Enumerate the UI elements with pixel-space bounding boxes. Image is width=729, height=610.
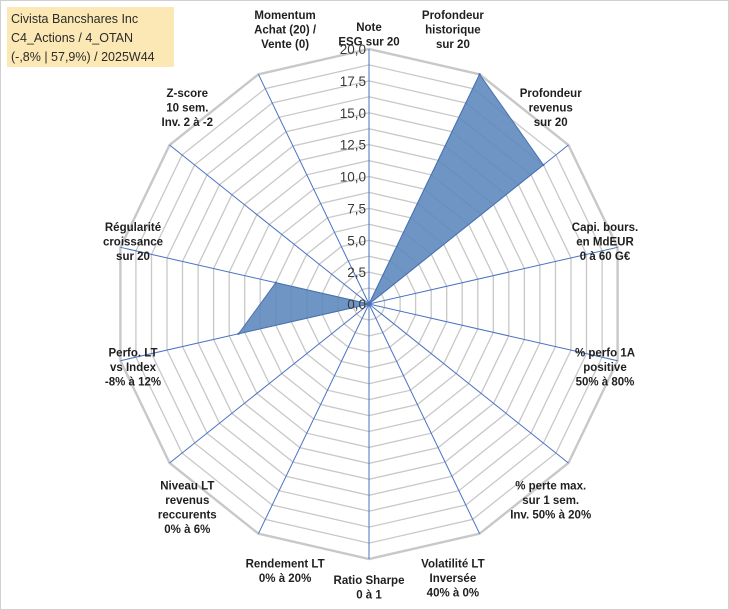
tick-label: 20,0 (340, 42, 366, 57)
title-line-period: (-,8% | 57,9%) / 2025W44 (11, 50, 155, 64)
axis-spoke (368, 303, 481, 534)
axis-label: Volatilité LT Inversée 40% à 0% (421, 559, 484, 600)
axis-label: Ratio Sharpe 0 à 1 (334, 575, 405, 602)
axis-label: Momentum Achat (20) / Vente (0) (254, 10, 317, 51)
data-point (274, 281, 277, 284)
axis-label: Régularité croissance sur 20 (103, 222, 163, 263)
axis-spoke (368, 303, 618, 362)
axis-label: Capi. bours. en MdEUR 0 à 60 G€ (572, 222, 638, 263)
axis-spoke (368, 303, 569, 464)
axis-label: Rendement LT 0% à 20% (246, 559, 325, 586)
chart-title-box: Civista Bancshares Inc C4_Actions / 4_OT… (7, 7, 174, 67)
data-point (237, 332, 240, 335)
axis-label: Z-score 10 sem. Inv. 2 à -2 (162, 88, 214, 129)
axis-label: Note ESG sur 20 (338, 22, 399, 49)
axis-spoke (257, 303, 370, 534)
data-point (367, 302, 371, 306)
title-line-category: C4_Actions / 4_OTAN (11, 31, 134, 45)
data-point (542, 163, 545, 167)
axis-spoke (169, 144, 370, 305)
title-line-company: Civista Bancshares Inc (11, 12, 139, 26)
tick-label: 5,0 (347, 233, 366, 248)
axis-label: % perte max. sur 1 sem. Inv. 50% à 20% (510, 481, 591, 522)
tick-label: 17,5 (340, 74, 366, 89)
tick-label: 10,0 (340, 170, 366, 185)
axis-spoke (257, 74, 370, 305)
tick-label: 7,5 (347, 201, 366, 216)
tick-label: 15,0 (340, 106, 366, 121)
axis-label: Profondeur revenus sur 20 (520, 88, 582, 129)
axis-spoke (368, 246, 618, 305)
tick-label: 0,0 (347, 297, 366, 312)
axis-label: Niveau LT revenus reccurents 0% à 6% (158, 481, 217, 537)
tick-label: 2,5 (347, 265, 366, 280)
axis-label: Perfo. LT vs Index -8% à 12% (105, 347, 161, 388)
tick-label: 12,5 (340, 138, 366, 153)
axis-label: % perfo 1A positive 50% à 80% (575, 347, 635, 388)
series-area (237, 73, 545, 335)
axis-spoke (169, 303, 370, 464)
axis-label: Profondeur historique sur 20 (422, 10, 484, 51)
data-point (478, 73, 481, 76)
